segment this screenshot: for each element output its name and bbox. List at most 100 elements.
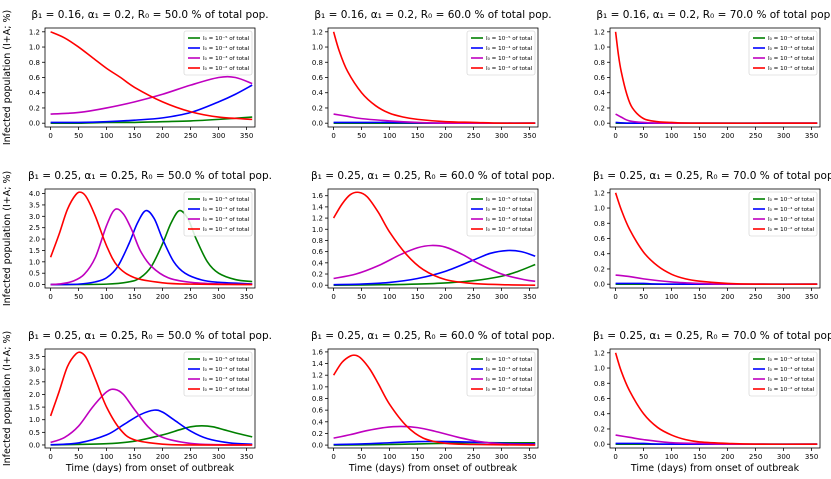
y-tick-label: 0.0 [29,281,40,289]
chart-title: β₁ = 0.25, α₁ = 0.25, R₀ = 70.0 % of tot… [593,170,831,182]
series-line-3 [333,113,536,125]
y-tick-label: 0.8 [312,237,323,245]
series-line-3 [333,425,536,446]
y-tick-label: 1.0 [594,365,605,373]
y-tick-label: 0.6 [594,395,606,403]
y-tick-label: 0.6 [312,248,324,256]
legend: I₀ = 10⁻⁵ of total I₀ = 10⁻⁴ of total I₀ =… [466,351,536,397]
y-tick-label: 1.0 [29,416,40,424]
legend-box [183,191,253,237]
y-tick-label: 0.5 [29,270,40,278]
axes-frame [44,348,256,449]
x-tick-label: 200 [721,293,734,301]
legend-label: I₀ = 10⁻² of total [486,226,533,233]
x-tick-label: 50 [74,132,83,140]
legend-label: I₀ = 10⁻⁴ of total [203,45,250,52]
x-tick-label: 250 [467,453,480,461]
axes-frame [327,188,539,289]
y-tick-label: 1.5 [29,404,40,412]
x-tick-label: 350 [523,453,536,461]
y-tick-label: 2.0 [29,236,40,244]
y-tick-label: 0.0 [312,282,323,290]
series-line-4 [614,352,818,446]
x-tick-label: 350 [523,293,536,301]
legend-label: I₀ = 10⁻³ of total [486,216,533,223]
series-line-4 [49,191,253,286]
x-tick-label: 150 [411,132,424,140]
x-tick-label: 100 [383,293,396,301]
legend-label: I₀ = 10⁻⁵ of total [486,196,533,203]
legend-label: I₀ = 10⁻⁴ of total [768,366,815,373]
legend-label: I₀ = 10⁻³ of total [768,376,815,383]
y-tick-label: 0.4 [312,259,324,267]
legend-box [748,351,818,397]
x-tick-label: 150 [411,453,424,461]
x-tick-label: 50 [357,453,366,461]
y-tick-label: 3.5 [29,201,40,209]
x-tick-label: 0 [613,293,617,301]
y-tick-label: 1.2 [312,215,323,223]
x-tick-label: 350 [805,453,818,461]
chart-title: β₁ = 0.16, α₁ = 0.2, R₀ = 50.0 % of tota… [31,9,268,21]
legend-label: I₀ = 10⁻² of total [768,226,815,233]
legend-label: I₀ = 10⁻⁴ of total [768,206,815,213]
chart-panel-1: β₁ = 0.16, α₁ = 0.2, R₀ = 50.0 % of tota… [29,9,269,140]
legend-label: I₀ = 10⁻⁴ of total [203,366,250,373]
y-tick-label: 0.2 [29,104,40,112]
legend-label: I₀ = 10⁻⁴ of total [486,206,533,213]
x-tick-label: 250 [749,132,762,140]
y-tick-label: 2.5 [29,224,40,232]
legend-box [466,351,536,397]
x-tick-label: 100 [383,453,396,461]
chart-title: β₁ = 0.25, α₁ = 0.25, R₀ = 60.0 % of tot… [311,170,555,182]
x-tick-label: 0 [48,132,52,140]
y-tick-label: 0.6 [594,235,606,243]
legend-label: I₀ = 10⁻⁵ of total [486,35,533,42]
x-tick-label: 250 [184,453,197,461]
y-tick-label: 0.4 [312,89,324,97]
series-line-2 [50,84,253,124]
legend-label: I₀ = 10⁻³ of total [768,55,815,62]
x-tick-label: 350 [805,132,818,140]
row-ylabel: Infected population (I+A; %) [2,171,13,306]
x-tick-label: 0 [48,293,52,301]
series-line-4 [614,192,818,286]
legend: I₀ = 10⁻⁵ of total I₀ = 10⁻⁴ of total I₀ =… [748,30,818,76]
y-tick-label: 1.2 [594,28,605,36]
series-line-4 [614,31,818,125]
y-tick-label: 1.4 [312,203,324,211]
legend: I₀ = 10⁻⁵ of total I₀ = 10⁻⁴ of total I₀ =… [466,30,536,76]
series-line-1 [50,209,253,286]
x-tick-label: 0 [331,132,335,140]
y-tick-label: 3.0 [29,366,40,374]
chart-panel-5: β₁ = 0.25, α₁ = 0.25, R₀ = 60.0 % of tot… [311,170,555,301]
x-tick-label: 50 [357,293,366,301]
y-tick-label: 0.8 [594,220,605,228]
x-tick-label: 200 [721,132,734,140]
y-tick-label: 0.6 [312,74,324,82]
series-line-4 [49,351,253,446]
legend-label: I₀ = 10⁻⁴ of total [486,366,533,373]
legend-label: I₀ = 10⁻⁵ of total [486,356,533,363]
x-tick-label: 200 [156,453,169,461]
y-tick-label: 1.0 [312,44,323,52]
chart-panel-3: β₁ = 0.16, α₁ = 0.2, R₀ = 70.0 % of tota… [594,9,831,140]
y-tick-label: 0.5 [29,429,40,437]
legend-box [748,30,818,76]
series-line-2 [50,409,253,446]
legend: I₀ = 10⁻⁵ of total I₀ = 10⁻⁴ of total I₀ =… [183,191,253,237]
y-tick-label: 1.0 [594,205,605,213]
column-xlabel: Time (days) from onset of outbreak [630,463,800,474]
row-ylabel: Infected population (I+A; %) [2,331,13,466]
y-tick-label: 2.5 [29,378,40,386]
series-line-4 [332,31,536,125]
y-tick-label: 2.0 [29,391,40,399]
y-tick-label: 1.6 [312,192,324,200]
x-tick-label: 350 [523,132,536,140]
x-tick-label: 100 [100,453,113,461]
chart-panel-2: β₁ = 0.16, α₁ = 0.2, R₀ = 60.0 % of tota… [312,9,552,140]
legend-label: I₀ = 10⁻³ of total [768,216,815,223]
series-line-4 [332,354,536,446]
